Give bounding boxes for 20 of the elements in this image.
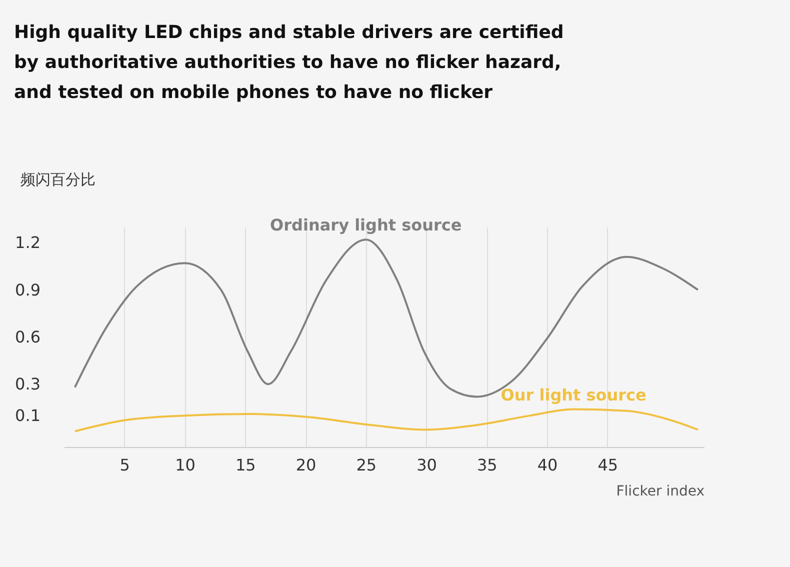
y-tick-label: 0.3: [15, 374, 40, 394]
x-tick-label: 45: [598, 456, 618, 474]
series-label: Our light source: [500, 385, 647, 404]
line-series: [74, 408, 699, 432]
x-tick-label: 15: [235, 456, 256, 474]
x-tick-label: 25: [356, 456, 377, 474]
x-tick-label: 5: [120, 456, 130, 474]
series-label: Ordinary light source: [270, 216, 462, 235]
y-tick-label: 0.1: [15, 406, 40, 426]
x-tick-label: 40: [537, 456, 558, 474]
y-tick-label: 0.6: [15, 328, 40, 346]
y-axis-title: 频闪百分比: [20, 170, 96, 188]
y-tick-label: 0.9: [15, 280, 40, 300]
chart-title: High quality LED chips and stable drivers are certified by authoritative authorities to have no flicker hazard, and tested on mobile phones to have no flicker: [14, 22, 564, 103]
x-tick-label: 35: [476, 456, 498, 474]
y-tick-label: 1.2: [15, 233, 40, 252]
x-tick-label: 30: [416, 456, 437, 474]
x-axis-title: Flicker index: [616, 484, 704, 500]
x-tick-label: 10: [175, 456, 196, 474]
x-tick-label: 20: [296, 456, 316, 474]
